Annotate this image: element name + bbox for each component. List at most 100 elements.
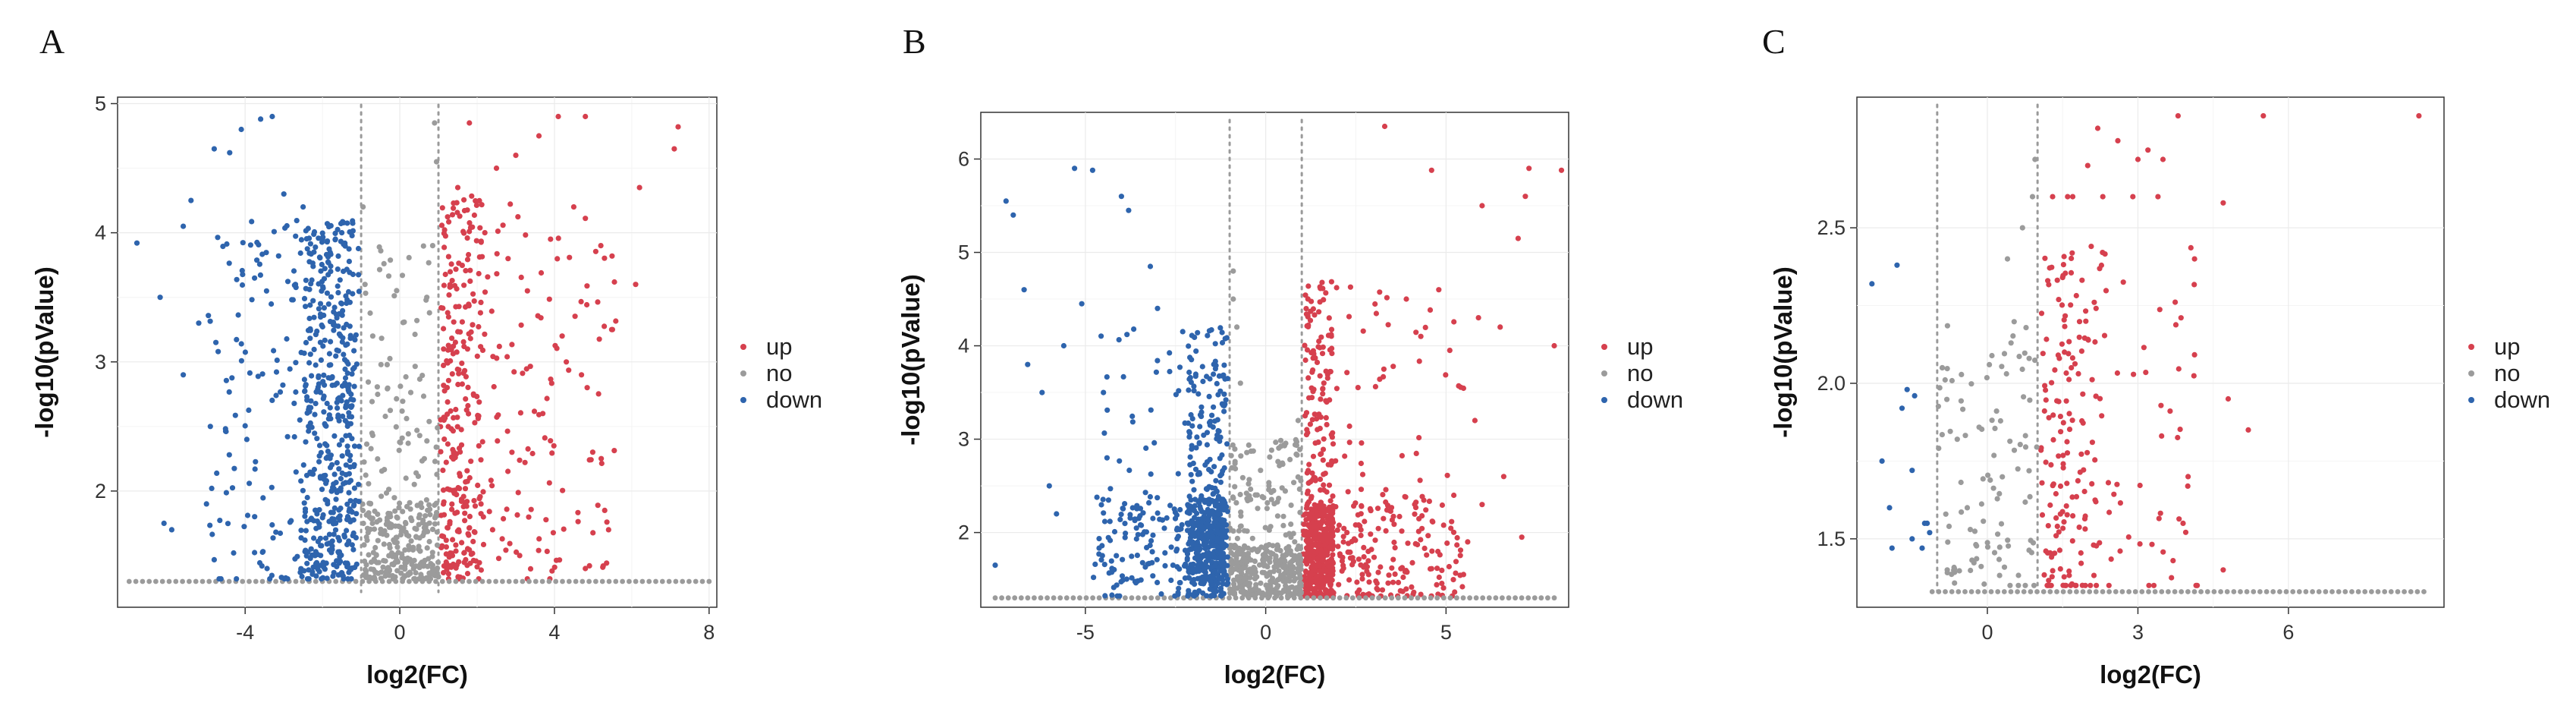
- point-no: [2022, 350, 2028, 356]
- point-up: [1413, 450, 1419, 457]
- point-no: [1939, 364, 1946, 371]
- point-no: [1984, 375, 1990, 381]
- point-no: [1954, 436, 1960, 443]
- point-down: [316, 374, 322, 380]
- point-no: [404, 415, 410, 422]
- point-no: [1376, 595, 1381, 601]
- point-down: [331, 569, 337, 575]
- point-up: [2060, 461, 2066, 467]
- point-up: [1318, 334, 1324, 340]
- point-up: [450, 428, 457, 434]
- point-up: [444, 385, 451, 391]
- point-up: [1366, 579, 1372, 585]
- point-up: [464, 571, 471, 577]
- point-up: [2111, 491, 2117, 497]
- point-down: [1054, 511, 1060, 517]
- point-up: [440, 468, 446, 474]
- point-no: [2026, 468, 2032, 474]
- point-up: [2063, 582, 2069, 588]
- point-up: [1336, 522, 1342, 528]
- point-down: [346, 410, 352, 416]
- point-down: [326, 540, 332, 547]
- point-down: [1148, 407, 1154, 413]
- point-down: [333, 353, 339, 359]
- point-up: [1372, 537, 1378, 543]
- point-up: [1311, 522, 1318, 528]
- point-no: [1012, 595, 1018, 601]
- point-down: [1204, 497, 1210, 503]
- point-down: [328, 362, 334, 368]
- point-no: [206, 578, 212, 584]
- point-no: [385, 385, 391, 391]
- point-up: [1519, 534, 1525, 540]
- point-up: [1387, 508, 1393, 515]
- point-no: [426, 418, 432, 424]
- point-down: [1197, 424, 1203, 430]
- point-no: [1968, 567, 1974, 574]
- y-tick-label: 3: [958, 428, 969, 451]
- point-up: [2083, 308, 2089, 314]
- point-down: [316, 443, 323, 449]
- point-no: [1032, 595, 1037, 601]
- point-up: [511, 369, 517, 375]
- point-up: [477, 310, 484, 316]
- point-down: [336, 310, 342, 317]
- point-down: [351, 462, 357, 468]
- point-down: [1132, 580, 1139, 586]
- point-up: [2172, 299, 2179, 305]
- point-up: [523, 232, 529, 238]
- point-up: [2066, 339, 2072, 345]
- point-down: [340, 413, 346, 420]
- point-no: [382, 558, 388, 564]
- point-up: [2084, 162, 2091, 169]
- point-down: [1196, 439, 1202, 446]
- point-up: [586, 457, 592, 463]
- point-up: [1450, 577, 1456, 583]
- point-up: [1334, 527, 1340, 534]
- point-no: [2010, 333, 2016, 339]
- point-up: [1312, 411, 1318, 417]
- point-down: [1208, 468, 1214, 475]
- point-up: [1350, 559, 1356, 565]
- point-up: [443, 544, 450, 550]
- point-down: [1206, 328, 1212, 334]
- point-down: [1220, 566, 1227, 572]
- point-down: [1194, 519, 1200, 525]
- point-no: [1168, 595, 1173, 601]
- point-up: [561, 526, 567, 532]
- point-no: [426, 578, 432, 584]
- point-down: [303, 547, 309, 553]
- point-up: [520, 370, 526, 376]
- point-down: [340, 392, 346, 399]
- point-no: [1238, 513, 1244, 519]
- point-no: [1230, 559, 1236, 566]
- point-up: [1444, 472, 1450, 478]
- point-down: [1197, 533, 1203, 539]
- point-down: [301, 376, 307, 383]
- point-no: [2244, 589, 2250, 594]
- point-up: [1375, 569, 1381, 575]
- point-no: [369, 399, 375, 405]
- point-up: [2146, 582, 2152, 588]
- point-up: [474, 564, 480, 570]
- panel-letter: B: [903, 22, 926, 61]
- point-up: [595, 502, 601, 509]
- point-up: [1300, 551, 1307, 557]
- point-down: [209, 531, 215, 537]
- point-up: [2043, 397, 2049, 403]
- x-tick-label: 0: [394, 621, 406, 644]
- point-down: [1117, 593, 1123, 599]
- point-up: [2060, 262, 2066, 268]
- x-axis-title: log2(FC): [2100, 660, 2201, 688]
- point-up: [1317, 533, 1323, 539]
- point-down: [342, 560, 348, 566]
- point-no: [424, 545, 430, 551]
- point-up: [2099, 413, 2105, 419]
- point-up: [478, 238, 484, 244]
- point-up: [461, 230, 467, 236]
- point-up: [1472, 417, 1478, 424]
- point-down: [321, 564, 327, 570]
- legend-label-down: down: [1627, 386, 1683, 413]
- point-up: [2038, 447, 2044, 453]
- point-down: [1174, 564, 1180, 570]
